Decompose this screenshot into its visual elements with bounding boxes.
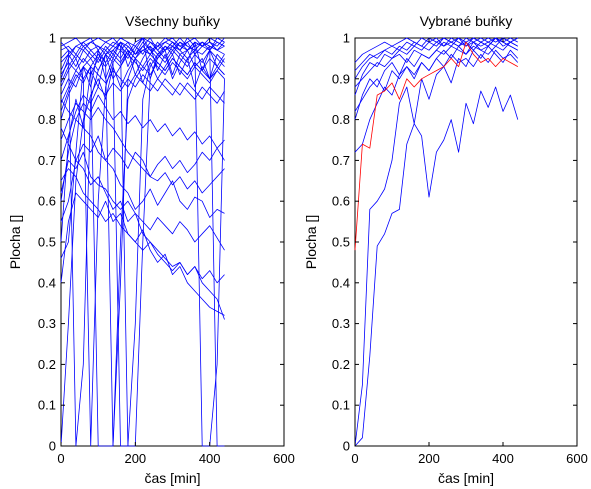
plot-area-frame	[60, 37, 285, 447]
series-line-21	[60, 37, 225, 447]
series-line-6	[354, 41, 518, 88]
y-tick-label: 0.1	[38, 398, 56, 413]
y-tick-label: 0.7	[332, 153, 350, 168]
y-tick-label: 0.6	[332, 194, 350, 209]
y-tick-label: 0.2	[38, 357, 56, 372]
series-line-13	[60, 37, 225, 47]
series-line-23	[60, 41, 225, 59]
y-tick-label: 0.8	[332, 112, 350, 127]
series-line-8	[354, 49, 519, 112]
series-line-1	[354, 45, 519, 447]
series-line-9	[354, 37, 518, 71]
tick-layer: 0 0.1 0.2 0.3 0.4 0.5 0.6 0.7 0.8 0.9 1 0 200 400 600	[332, 31, 588, 467]
series-line-4	[60, 151, 225, 251]
series-line-25	[60, 41, 225, 447]
y-tick-label: 0.4	[38, 275, 56, 290]
series-line-18	[60, 58, 225, 447]
tick-layer: 0 0.1 0.2 0.3 0.4 0.5 0.6 0.7 0.8 0.9 1 0 200 400 600	[38, 31, 295, 467]
y-tick-label: 0.9	[38, 71, 56, 86]
chart-title: Všechny buňky	[125, 13, 220, 29]
series-line-10	[354, 41, 518, 251]
x-tick-label: 400	[492, 451, 514, 466]
y-tick-label: 0.2	[332, 357, 350, 372]
series-line-22	[60, 168, 225, 284]
chart-title: Vybrané buňky	[420, 13, 513, 29]
y-tick-label: 0.4	[332, 275, 350, 290]
chart-panel-all-cells: 00.10.20.30.40.50.60.70.80.910 200 400 600 …	[7, 13, 295, 486]
series-layer	[60, 37, 225, 447]
x-tick-label: 0	[57, 451, 64, 466]
series-line-19	[60, 41, 225, 84]
x-tick-label: 200	[418, 451, 440, 466]
x-tick-label: 400	[199, 451, 221, 466]
y-tick-label: 0.6	[38, 194, 56, 209]
x-tick-label: 200	[124, 451, 146, 466]
series-line-15	[60, 94, 225, 202]
y-tick-label: 1	[343, 31, 350, 46]
x-axis-title: čas [min]	[144, 470, 200, 486]
plot-area-frame	[354, 37, 578, 447]
series-line-16	[60, 192, 225, 316]
x-tick-label: 600	[566, 451, 588, 466]
y-tick-label: 0.9	[332, 71, 350, 86]
x-tick-label: 0	[351, 451, 358, 466]
y-tick-label: 0.8	[38, 112, 56, 127]
y-tick-label: 0.3	[332, 316, 350, 331]
y-tick-label: 0.5	[332, 235, 350, 250]
series-line-0	[354, 86, 519, 447]
y-axis-title: Plocha []	[7, 215, 23, 269]
series-line-24	[60, 62, 225, 104]
y-tick-label: 0.5	[38, 235, 56, 250]
x-tick-label: 600	[273, 451, 295, 466]
y-tick-label: 0.7	[38, 153, 56, 168]
y-tick-label: 0	[49, 439, 56, 454]
y-tick-label: 0.3	[38, 316, 56, 331]
series-layer	[354, 37, 519, 447]
chart-panel-selected-cells: 00.10.20.30.40.50.60.70.80.910 200 400 600 …	[303, 13, 588, 486]
y-tick-label: 0	[343, 439, 350, 454]
y-tick-label: 1	[49, 31, 56, 46]
series-line-5	[354, 37, 518, 80]
series-line-12	[60, 74, 225, 161]
x-axis-title: čas [min]	[438, 470, 494, 486]
series-line-17	[60, 49, 225, 447]
series-line-1	[60, 45, 225, 243]
y-tick-label: 0.1	[332, 398, 350, 413]
y-axis-title: Plocha []	[303, 215, 319, 269]
